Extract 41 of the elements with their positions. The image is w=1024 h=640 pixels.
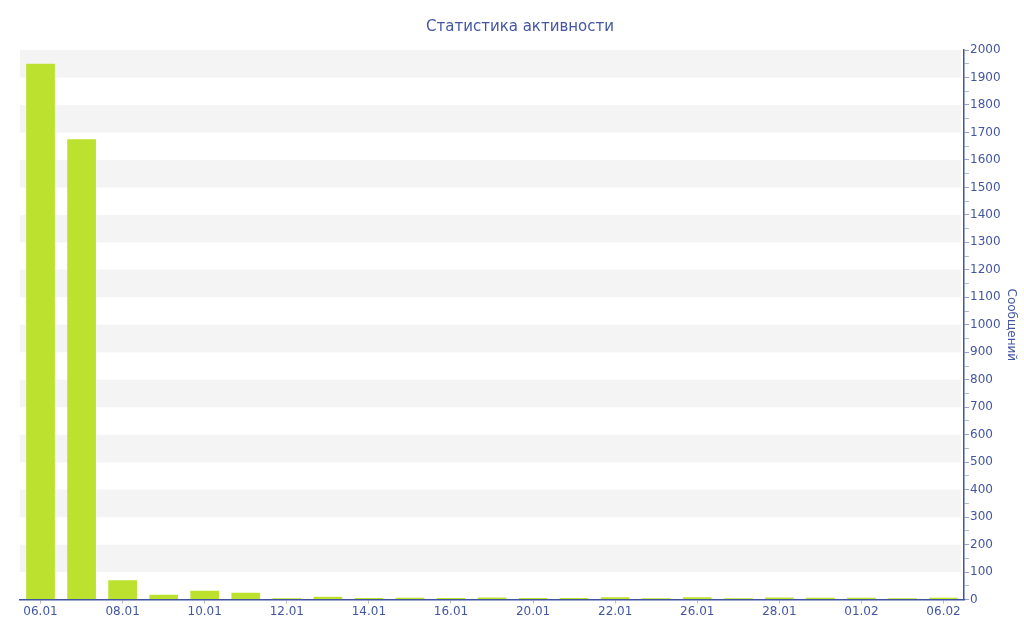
x-tick-label: 22.01 [597,603,633,618]
x-tick-label: 01.02 [844,603,879,618]
y-tick-label: 1500 [970,179,1001,194]
y-tick-label: 200 [970,536,993,551]
bar [231,592,261,600]
y-tick-label: 2000 [970,42,1001,57]
x-tick-label: 08.01 [105,603,140,618]
bar [190,590,220,600]
bar [149,594,179,600]
x-tick-label: 20.01 [515,603,551,618]
y-tick-label: 1900 [970,69,1001,84]
y-tick-label: 600 [970,426,993,441]
y-tick-label: 1600 [970,152,1001,167]
y-tick-label: 1200 [970,261,1001,276]
y-tick-label: 500 [970,454,993,469]
y-axis-title: Сообщений [1004,288,1019,362]
x-tick-label: 10.01 [187,603,222,618]
bar [67,139,96,600]
y-tick-label: 1400 [970,207,1001,222]
y-tick-label: 1100 [970,289,1001,304]
y-tick-label: 1800 [970,97,1001,112]
y-tick-label: 1000 [970,316,1001,331]
bar [108,580,137,600]
y-tick-label: 400 [970,481,993,496]
y-tick-label: 900 [970,344,993,359]
x-tick-label: 06.02 [926,603,961,618]
x-tick-label: 26.01 [680,603,715,618]
y-tick-label: 800 [970,371,993,386]
y-tick-label: 1700 [970,124,1001,139]
y-tick-label: 1300 [970,234,1001,249]
y-tick-label: 0 [970,591,978,606]
x-tick-label: 28.01 [762,603,797,618]
y-tick-label: 700 [970,399,993,414]
x-tick-label: 16.01 [433,603,469,618]
chart-title: Статистика активности [426,16,614,35]
x-tick-label: 14.01 [351,603,387,618]
bar [26,63,55,600]
x-tick-label: 12.01 [269,603,304,618]
y-tick-label: 300 [970,509,993,524]
x-tick-label: 06.01 [23,603,58,618]
y-tick-label: 100 [970,564,993,579]
